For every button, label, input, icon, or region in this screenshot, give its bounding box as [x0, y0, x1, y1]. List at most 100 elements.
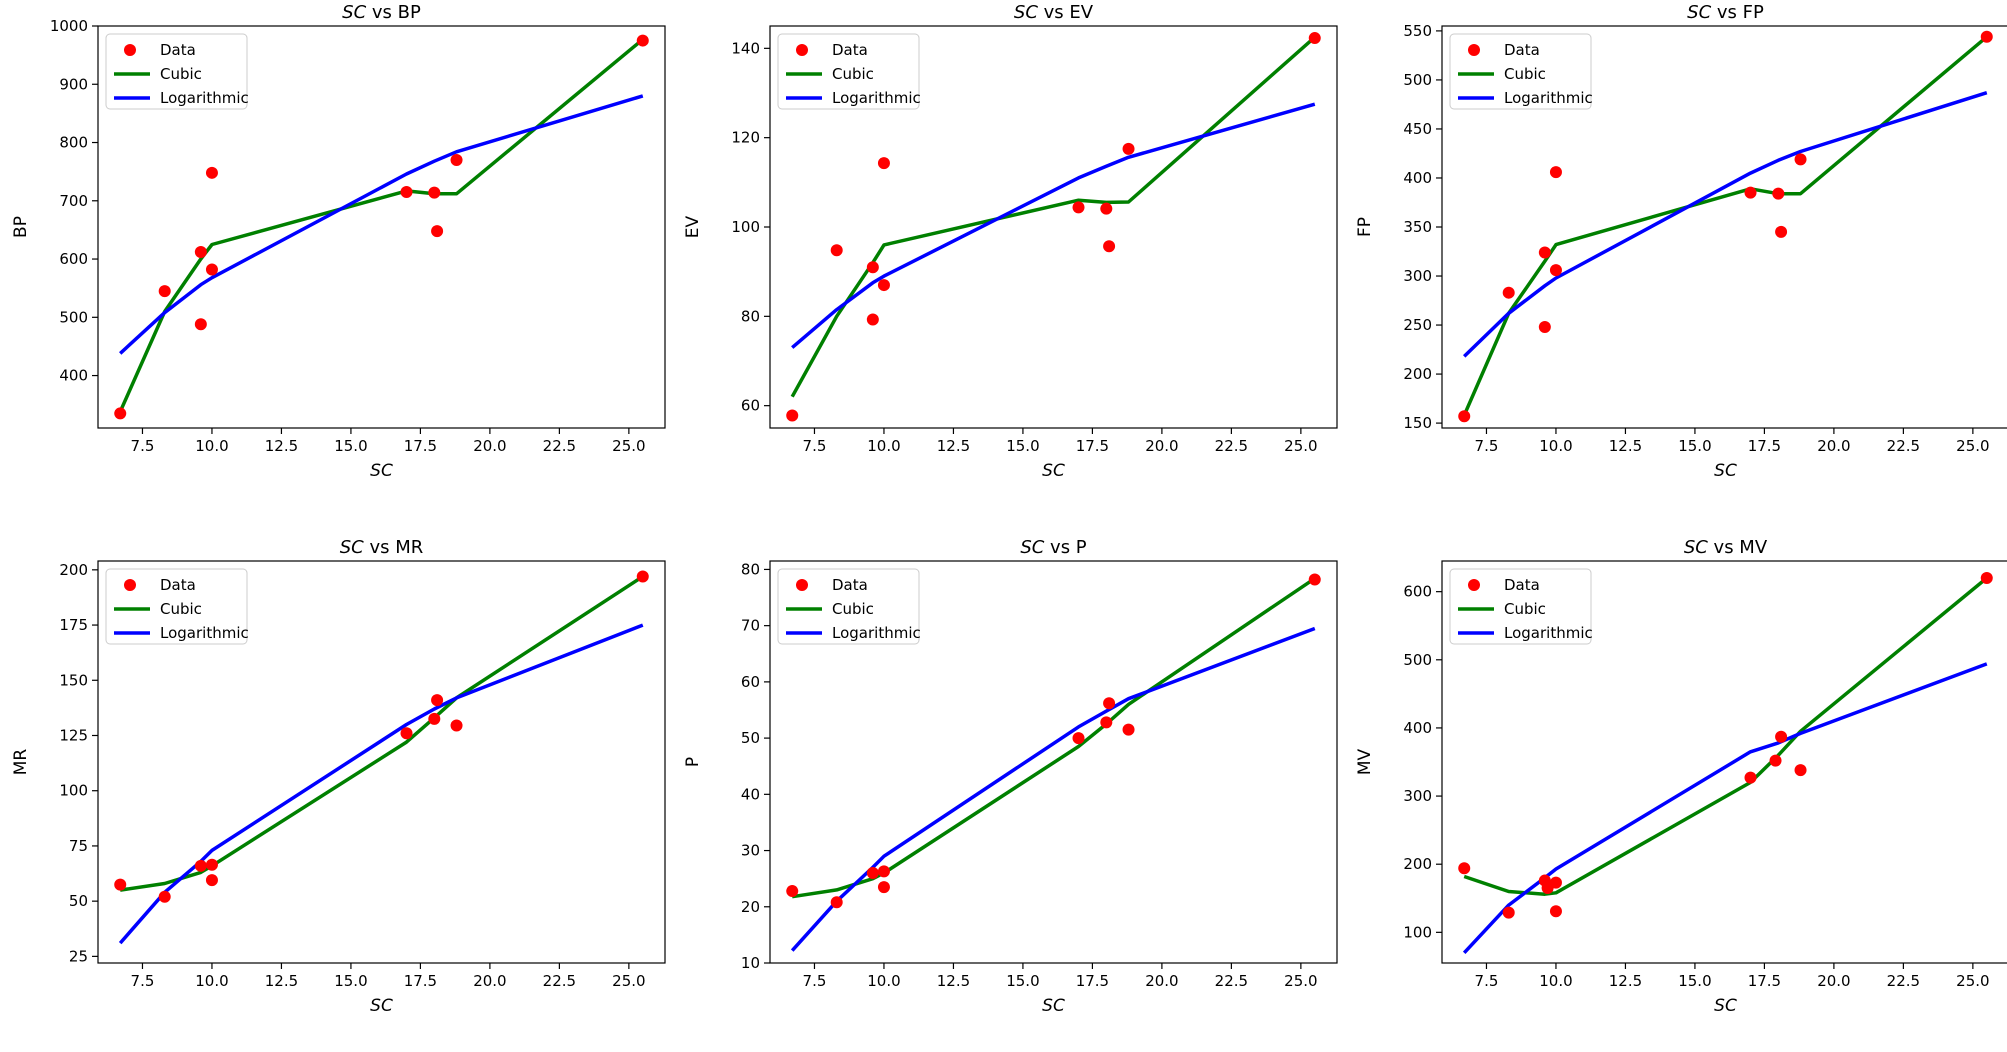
x-tick-label: 22.5 — [1887, 437, 1920, 455]
chart-title-rest: vs EV — [1038, 2, 1094, 23]
series-line-logarithmic — [790, 626, 1316, 952]
x-tick-label: 22.5 — [1215, 437, 1248, 455]
x-tick-label: 20.0 — [1145, 437, 1178, 455]
data-point — [786, 409, 799, 422]
x-tick-label: 12.5 — [1609, 437, 1642, 455]
legend-box — [1449, 33, 1592, 110]
data-point — [1502, 286, 1515, 299]
data-point — [1549, 905, 1562, 918]
y-tick-label: 80 — [741, 307, 760, 325]
x-axis-label: SC — [1714, 461, 1737, 481]
y-tick-label: 125 — [59, 726, 88, 744]
x-axis-label: SC — [1042, 461, 1065, 481]
legend-label: Data — [160, 576, 196, 594]
chart-title: SC vs BP — [342, 2, 421, 23]
data-point — [158, 890, 171, 903]
legend-marker-data — [124, 579, 136, 591]
chart-title-rest: vs FP — [1711, 2, 1764, 23]
data-point — [1794, 764, 1807, 777]
y-tick-label: 450 — [1403, 120, 1432, 138]
y-tick-label: 800 — [59, 134, 88, 152]
y-tick-label: 150 — [59, 671, 88, 689]
x-tick-label: 7.5 — [1475, 437, 1499, 455]
legend-marker-data — [796, 579, 808, 591]
chart-title-rest: vs BP — [366, 2, 421, 23]
legend-box — [1449, 568, 1592, 645]
x-tick-label: 17.5 — [1076, 972, 1109, 990]
chart-title: SC vs FP — [1687, 2, 1764, 23]
y-tick-label: 50 — [69, 892, 88, 910]
x-tick-label: 25.0 — [1284, 972, 1317, 990]
legend-label: Logarithmic — [832, 89, 921, 107]
data-point — [1122, 723, 1135, 736]
chart-title: SC vs EV — [1014, 2, 1094, 23]
y-tick-label: 75 — [69, 837, 88, 855]
x-tick-label: 10.0 — [1539, 437, 1572, 455]
y-axis-label: EV — [683, 215, 703, 238]
subplot-ev: 7.5 10.0 12.5 15.0 17.5 20.0 22.5 25.0 60 80 100 12… — [683, 2, 1338, 481]
chart-title: SC vs MR — [340, 537, 424, 558]
y-tick-label: 200 — [1403, 365, 1432, 383]
y-tick-label: 200 — [59, 561, 88, 579]
x-tick-label: 12.5 — [265, 972, 298, 990]
y-axis-label: MV — [1355, 748, 1375, 775]
y-tick-label: 60 — [741, 397, 760, 415]
data-point — [1458, 410, 1471, 423]
subplot-bp: 7.5 10.0 12.5 15.0 17.5 20.0 22.5 25.0 400 500 600… — [11, 2, 666, 481]
series-line-logarithmic — [1462, 91, 1988, 358]
y-axis-label: FP — [1355, 217, 1375, 237]
legend-label: Cubic — [832, 65, 874, 83]
data-point — [1769, 754, 1782, 767]
x-tick-label: 17.5 — [1076, 437, 1109, 455]
data-point — [431, 694, 444, 707]
data-point — [1458, 862, 1471, 875]
legend-marker-data — [124, 44, 136, 56]
data-point — [1980, 30, 1993, 43]
y-tick-label: 150 — [1403, 414, 1432, 432]
data-point — [158, 285, 171, 298]
y-tick-label: 120 — [731, 129, 760, 147]
data-point — [1549, 876, 1562, 889]
y-tick-label: 500 — [1403, 71, 1432, 89]
y-tick-label: 1000 — [50, 17, 88, 35]
legend-label: Cubic — [832, 600, 874, 618]
chart-title-rest: vs P — [1044, 537, 1086, 558]
x-tick-label: 15.0 — [1006, 437, 1039, 455]
y-tick-label: 500 — [59, 308, 88, 326]
data-point — [1502, 906, 1515, 919]
x-tick-label: 25.0 — [1284, 437, 1317, 455]
data-point — [877, 157, 890, 170]
chart-title-variable: SC — [1020, 537, 1044, 558]
axes-frame — [1441, 560, 2007, 964]
data-point — [205, 874, 218, 887]
series-line-cubic — [791, 576, 1316, 899]
data-point — [1744, 771, 1757, 784]
x-tick-label: 22.5 — [543, 437, 576, 455]
chart-title-rest: vs MR — [364, 537, 424, 558]
data-point — [1308, 573, 1321, 586]
subplot-fp: 7.5 10.0 12.5 15.0 17.5 20.0 22.5 25.0 150 200 250… — [1355, 2, 2007, 481]
data-point — [636, 570, 649, 583]
data-point — [400, 727, 413, 740]
data-point — [450, 154, 463, 166]
y-tick-label: 300 — [1403, 787, 1432, 805]
y-tick-label: 400 — [59, 367, 88, 385]
x-tick-label: 15.0 — [334, 437, 367, 455]
y-tick-label: 10 — [741, 954, 760, 972]
y-tick-label: 100 — [731, 218, 760, 236]
x-axis-label: SC — [1714, 996, 1737, 1016]
x-tick-label: 17.5 — [404, 437, 437, 455]
data-point — [1100, 202, 1113, 215]
data-point — [1538, 246, 1551, 259]
legend-label: Cubic — [1504, 65, 1546, 83]
series-line-cubic — [790, 35, 1316, 398]
x-axis-label: SC — [370, 461, 393, 481]
y-tick-label: 50 — [741, 729, 760, 747]
x-tick-label: 15.0 — [1006, 972, 1039, 990]
x-tick-label: 7.5 — [803, 972, 827, 990]
legend-label: Logarithmic — [160, 89, 249, 107]
y-tick-label: 20 — [741, 898, 760, 916]
legend-label: Cubic — [160, 65, 202, 83]
data-point — [428, 712, 441, 725]
